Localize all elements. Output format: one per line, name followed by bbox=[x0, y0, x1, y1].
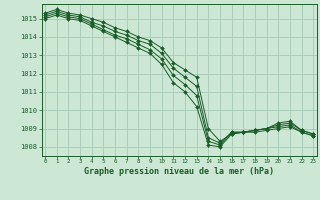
X-axis label: Graphe pression niveau de la mer (hPa): Graphe pression niveau de la mer (hPa) bbox=[84, 167, 274, 176]
